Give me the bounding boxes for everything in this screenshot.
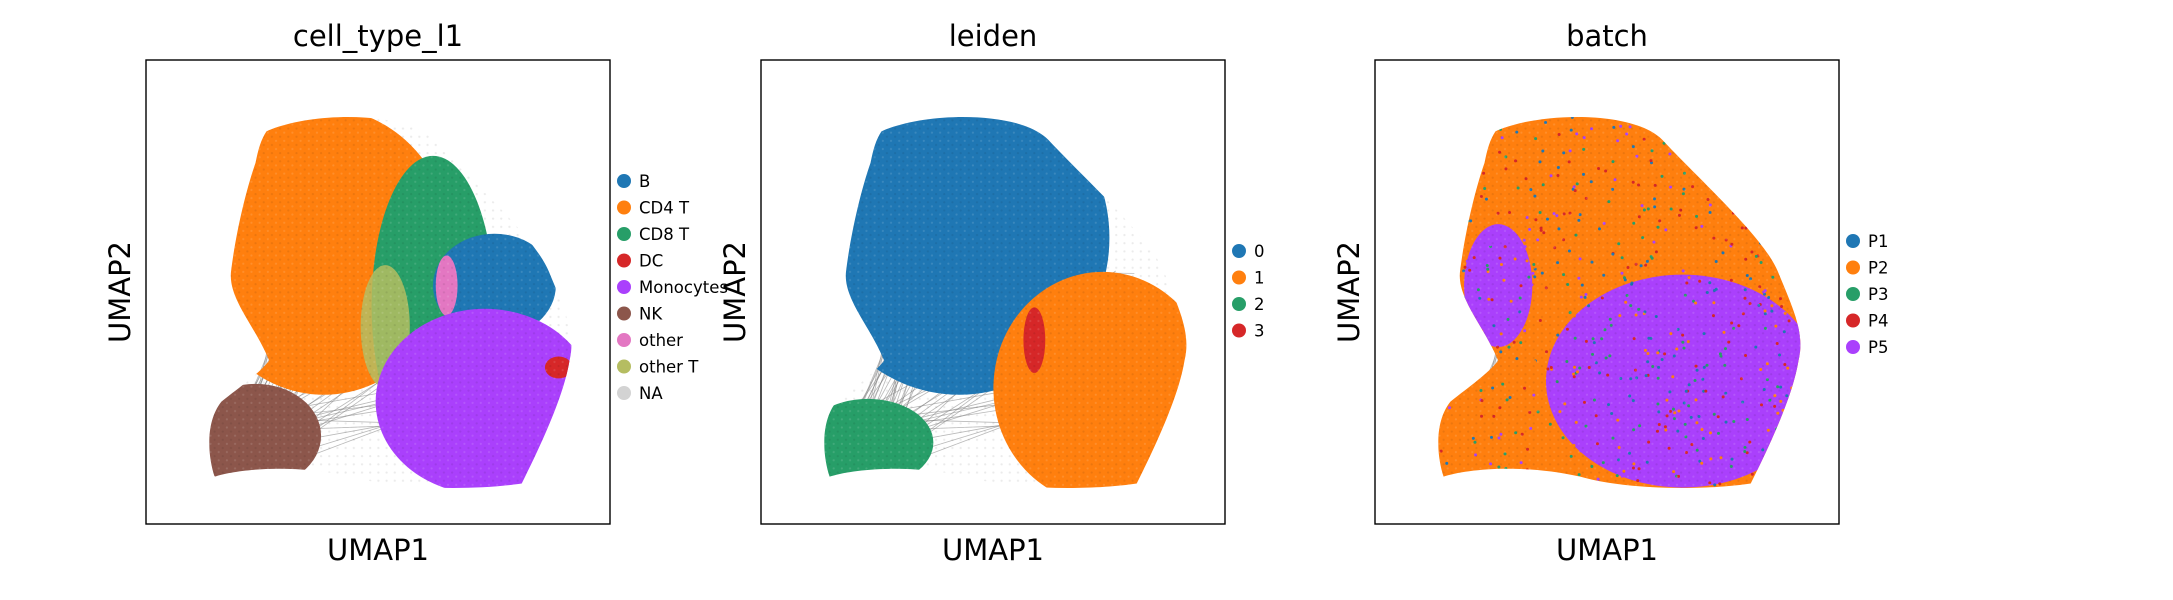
x-axis-label: UMAP1 bbox=[1556, 533, 1658, 567]
x-axis-label: UMAP1 bbox=[327, 533, 429, 567]
legend-label: 3 bbox=[1254, 322, 1265, 341]
legend-marker bbox=[617, 227, 631, 241]
legend-item: other T bbox=[617, 358, 699, 377]
legend-label: CD8 T bbox=[639, 225, 690, 244]
panel-cell-type: cell_type_l1 UMAP1 UMAP2 B CD4 T CD8 T DC Mo… bbox=[103, 19, 728, 567]
legend-marker bbox=[617, 280, 631, 294]
legend-label: P3 bbox=[1868, 285, 1888, 304]
legend-item: CD8 T bbox=[617, 225, 690, 244]
legend-item: P2 bbox=[1846, 259, 1888, 278]
legend-label: B bbox=[639, 172, 650, 191]
panel-title: batch bbox=[1566, 19, 1648, 53]
legend-marker bbox=[1232, 323, 1246, 338]
legend-label: NA bbox=[639, 384, 663, 403]
legend-item: DC bbox=[617, 252, 663, 271]
legend-marker bbox=[1232, 270, 1246, 285]
legend-item: P4 bbox=[1846, 312, 1888, 331]
legend-item: CD4 T bbox=[617, 199, 690, 218]
legend-label: P1 bbox=[1868, 232, 1888, 251]
legend-item: B bbox=[617, 172, 650, 191]
legend-item: P5 bbox=[1846, 338, 1888, 357]
legend-marker bbox=[617, 200, 631, 215]
legend-label: 0 bbox=[1254, 242, 1265, 261]
panel-batch: batch UMAP1 UMAP2 P1 P2 P3 P4 P5 bbox=[1332, 19, 1888, 567]
legend-marker bbox=[617, 306, 631, 321]
x-axis-label: UMAP1 bbox=[942, 533, 1044, 567]
legend-item: 1 bbox=[1232, 269, 1265, 288]
legend-label: P5 bbox=[1868, 338, 1888, 357]
legend-item: Monocytes bbox=[617, 278, 728, 297]
panel-leiden: leiden UMAP1 UMAP2 0 1 2 3 bbox=[718, 19, 1265, 567]
legend-marker bbox=[1846, 340, 1860, 354]
y-axis-label: UMAP2 bbox=[1332, 241, 1366, 343]
legend-item: 2 bbox=[1232, 295, 1265, 314]
legend-item: NK bbox=[617, 305, 663, 324]
legend-label: 1 bbox=[1254, 269, 1265, 288]
legend-label: 2 bbox=[1254, 295, 1265, 314]
legend-marker bbox=[617, 359, 631, 374]
legend-marker bbox=[617, 174, 631, 188]
legend-marker bbox=[617, 333, 631, 347]
y-axis-label: UMAP2 bbox=[103, 241, 137, 343]
legend-marker bbox=[1232, 297, 1246, 311]
legend: B CD4 T CD8 T DC Monocytes NK other other T NA bbox=[617, 172, 728, 403]
legend-item: other bbox=[617, 331, 683, 350]
legend-item: 3 bbox=[1232, 322, 1265, 341]
legend-label: NK bbox=[639, 305, 663, 324]
legend-item: P3 bbox=[1846, 285, 1888, 304]
panel-title: leiden bbox=[949, 19, 1038, 53]
legend-label: other T bbox=[639, 358, 699, 377]
legend-label: DC bbox=[639, 252, 663, 271]
legend-item: P1 bbox=[1846, 232, 1888, 251]
legend-marker bbox=[617, 253, 631, 268]
legend-marker bbox=[1846, 260, 1860, 275]
legend: 0 1 2 3 bbox=[1232, 242, 1265, 341]
legend-label: P2 bbox=[1868, 259, 1888, 278]
legend-label: other bbox=[639, 331, 683, 350]
cell-cloud bbox=[1438, 116, 1801, 488]
panel-title: cell_type_l1 bbox=[293, 19, 463, 53]
y-axis-label: UMAP2 bbox=[718, 241, 752, 343]
legend-label: P4 bbox=[1868, 312, 1888, 331]
legend-marker bbox=[1846, 287, 1860, 301]
legend-label: Monocytes bbox=[639, 278, 728, 297]
legend-label: CD4 T bbox=[639, 199, 690, 218]
legend: P1 P2 P3 P4 P5 bbox=[1846, 232, 1888, 357]
legend-marker bbox=[617, 386, 631, 400]
legend-marker bbox=[1232, 244, 1246, 258]
legend-marker bbox=[1846, 313, 1860, 328]
legend-marker bbox=[1846, 234, 1860, 248]
legend-item: 0 bbox=[1232, 242, 1265, 261]
legend-item: NA bbox=[617, 384, 663, 403]
